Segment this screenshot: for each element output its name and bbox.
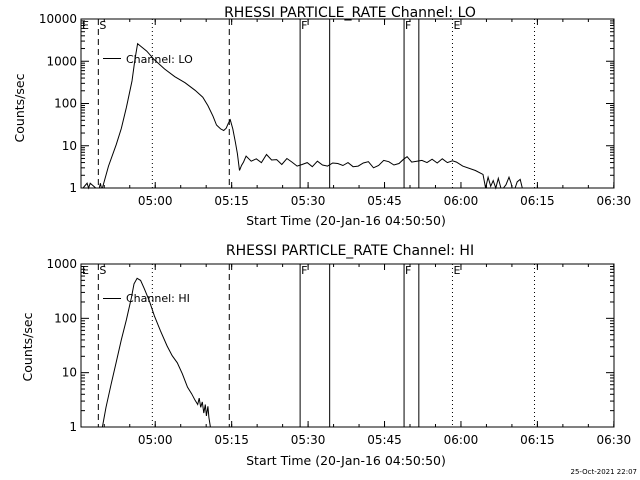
x-tick-label: 05:45 (367, 194, 402, 208)
legend-label: Channel: HI (126, 292, 190, 305)
chart-panel-hi: RHESSI PARTICLE_RATE Channel: HI Counts/… (20, 243, 631, 468)
x-tick-label: 05:15 (214, 433, 249, 447)
x-axis-label: Start Time (20-Jan-16 04:50:50) (246, 213, 446, 228)
x-tick-label: 06:15 (520, 194, 555, 208)
y-axis-label: Counts/sec (20, 312, 35, 381)
event-marker-label: S (99, 264, 106, 277)
y-tick-label: 10 (62, 139, 77, 153)
x-tick-label: 05:15 (214, 194, 249, 208)
x-tick-label: 06:00 (444, 433, 479, 447)
event-marker-label: E (82, 264, 89, 277)
x-tick-label: 06:15 (520, 433, 555, 447)
plot-frame (80, 263, 615, 428)
y-tick-label: 1000 (46, 54, 77, 68)
plot-timestamp: 25-Oct-2021 22:07 (571, 468, 637, 476)
x-tick-label: 05:30 (291, 433, 326, 447)
chart-title: RHESSI PARTICLE_RATE Channel: HI (226, 243, 474, 259)
chart-title: RHESSI PARTICLE_RATE Channel: LO (224, 5, 476, 21)
y-tick-label: 10000 (39, 12, 77, 26)
event-marker-label: E (453, 19, 460, 32)
x-tick-label: 05:30 (291, 194, 326, 208)
y-axis-label: Counts/sec (12, 73, 27, 142)
x-tick-label: 06:00 (444, 194, 479, 208)
x-tick-label: 05:45 (367, 433, 402, 447)
series-line (101, 277, 211, 428)
x-tick-label: 05:00 (138, 194, 173, 208)
y-tick-label: 100 (54, 311, 77, 325)
event-marker-label: S (99, 19, 106, 32)
event-marker-label: F (301, 19, 307, 32)
x-tick-label: 05:00 (138, 433, 173, 447)
x-tick-label: 06:30 (597, 194, 632, 208)
y-tick-label: 1 (69, 181, 77, 195)
chart-panel-lo: RHESSI PARTICLE_RATE Channel: LO Counts/… (12, 5, 631, 228)
series-line (82, 42, 523, 190)
x-axis-label: Start Time (20-Jan-16 04:50:50) (246, 453, 446, 468)
y-tick-label: 1000 (46, 257, 77, 271)
event-marker-label: F (301, 264, 307, 277)
y-tick-label: 100 (54, 97, 77, 111)
event-marker-label: F (405, 19, 411, 32)
y-tick-label: 10 (62, 366, 77, 380)
x-tick-label: 06:30 (597, 433, 632, 447)
legend-label: Channel: LO (126, 53, 193, 66)
y-tick-label: 1 (69, 420, 77, 434)
event-marker-label: E (82, 19, 89, 32)
event-marker-label: E (453, 264, 460, 277)
event-marker-label: F (405, 264, 411, 277)
